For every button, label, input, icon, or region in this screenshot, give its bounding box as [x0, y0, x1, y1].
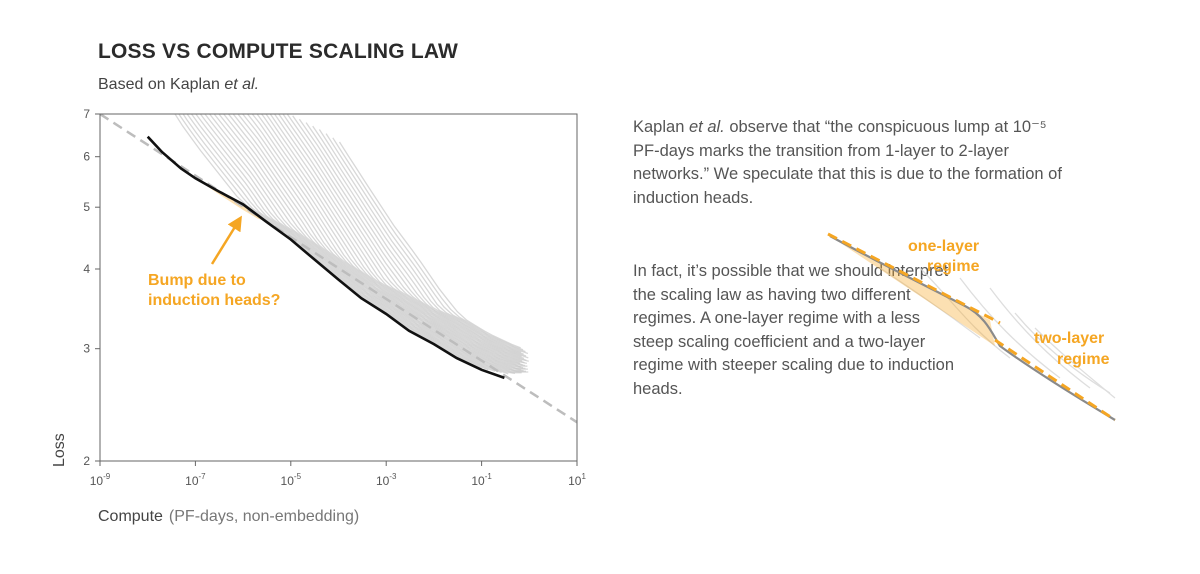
para-1-post: observe that “the conspicuous lump at 10… [633, 118, 1062, 207]
model-curve [251, 114, 523, 366]
model-curve [208, 114, 526, 372]
model-curve [318, 129, 529, 355]
subtitle-prefix: Based on Kaplan [98, 76, 225, 93]
annotation-arrow [210, 215, 242, 265]
subtitle-em: et al. [224, 76, 260, 93]
model-curve [246, 114, 526, 367]
inset-label-two-layer-2: regime [1057, 351, 1110, 368]
inset-curves [879, 267, 1116, 399]
two-layer-fit [994, 338, 1116, 422]
model-curve [286, 114, 522, 358]
y-tick-label: 4 [83, 262, 90, 276]
y-tick-label: 5 [83, 200, 90, 214]
one-layer-region [830, 236, 995, 346]
model-curve [178, 114, 489, 371]
x-axis-label: Compute [98, 508, 163, 525]
para-1-pre: Kaplan [633, 118, 689, 136]
model-curve [265, 114, 525, 364]
model-curve [218, 114, 522, 371]
model-curve [256, 114, 521, 365]
model-curve [312, 125, 522, 353]
one-layer-fit [827, 232, 1001, 325]
model-curve [232, 114, 524, 369]
model-curve [186, 114, 502, 374]
chart-subtitle: Based on Kaplan et al. [98, 76, 259, 94]
annotation-line-1: Bump due to [148, 272, 246, 289]
regimes-inset: one-layer regime two-layer regime [827, 232, 1116, 422]
model-curve [325, 133, 526, 353]
frontier-line [146, 135, 505, 380]
explanation-paragraph: Kaplan et al. observe that “the conspicu… [633, 116, 1063, 210]
model-curve [292, 115, 529, 359]
plot-frame [99, 113, 578, 462]
inset-label-two-layer-1: two-layer [1034, 330, 1104, 347]
x-tick-label: 10-1 [471, 472, 492, 488]
model-curve [305, 122, 524, 355]
inset-label-one-layer-1: one-layer [908, 238, 979, 255]
x-axis-label-group: Compute (PF-days, non-embedding) [98, 508, 359, 526]
model-curve [204, 114, 529, 373]
model-curve [273, 114, 529, 362]
model-curve [260, 114, 528, 365]
model-curve [269, 114, 523, 362]
y-tick-label: 6 [83, 150, 90, 164]
regimes-paragraph: In fact, it’s possible that we should in… [633, 262, 955, 398]
loss-compute-chart: 10-9 10-7 10-5 10-3 10-1 101 2 3 4 5 6 7 Loss Bump… [51, 107, 586, 488]
model-curve [199, 114, 522, 374]
model-curve [195, 114, 516, 375]
model-curve [182, 114, 496, 372]
y-tick-label: 3 [83, 342, 90, 356]
annotation-line-2: induction heads? [148, 292, 280, 309]
model-curve [190, 114, 509, 375]
y-axis-ticks: 2 3 4 5 6 7 [83, 107, 100, 468]
model-curve [298, 118, 527, 357]
x-tick-label: 10-7 [185, 472, 206, 488]
fit-line [100, 114, 577, 424]
model-curve [282, 114, 525, 360]
model-curve [241, 114, 528, 367]
x-axis-ticks: 10-9 10-7 10-5 10-3 10-1 101 [90, 461, 586, 488]
x-tick-label: 101 [568, 472, 586, 488]
chart-title: LOSS VS COMPUTE SCALING LAW [98, 40, 459, 63]
model-curve [277, 114, 527, 361]
x-tick-label: 10-5 [281, 472, 302, 488]
x-axis-sublabel: (PF-days, non-embedding) [168, 508, 360, 525]
para-1-em: et al. [688, 118, 725, 136]
model-curves [174, 114, 529, 375]
y-tick-label: 7 [83, 107, 90, 121]
x-tick-label: 10-9 [90, 472, 111, 488]
y-axis-label: Loss [51, 433, 68, 467]
model-curve [227, 114, 526, 370]
model-curve [332, 137, 524, 351]
model-curve [237, 114, 521, 368]
x-tick-label: 10-3 [376, 472, 397, 488]
inset-label-one-layer-2: regime [927, 258, 980, 275]
y-tick-label: 2 [83, 454, 90, 468]
model-curve [338, 141, 521, 349]
